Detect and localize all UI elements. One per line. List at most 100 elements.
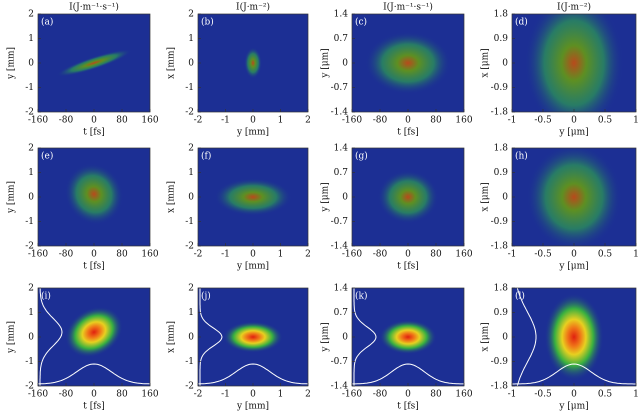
y-tick-label: -1 [185,83,194,93]
panel-label: (h) [515,151,528,162]
x-tick-label: -1 [508,250,517,260]
y-tick-label: -1.4 [331,108,349,118]
intensity-blob [377,170,439,224]
x-tick-label: 160 [455,390,472,400]
intensity-blob [214,178,292,216]
x-tick-label: -160 [342,250,362,260]
profile-curve [39,288,63,386]
intensity-blob [56,49,132,77]
y-tick-label: 2 [28,10,34,20]
y-axis-label: y [μm] [321,182,331,212]
x-tick-label: -80 [59,390,74,400]
panel: -160 -80 0 80 160 -1.4 -0.7 0 0.7 1.4 t [fs] y [μm]… [321,144,473,272]
x-axis-label: y [mm] [236,128,269,138]
y-axis-label: x [mm] [167,47,177,79]
x-tick-label: 0 [91,250,97,260]
x-tick-label: 160 [141,116,158,126]
x-axis-label: y [μm] [558,402,588,412]
profile-curve [199,288,223,386]
panel-label: (a) [41,17,53,28]
x-tick-label: -1 [221,390,230,400]
panel-label: (e) [41,151,53,162]
x-axis-label: t [fs] [397,128,418,138]
y-axis-label: x [μm] [481,182,491,211]
intensity-blob [65,306,123,358]
y-tick-label: 0 [28,333,34,343]
x-tick-label: 160 [141,390,158,400]
x-tick-label: 0 [571,250,577,260]
x-tick-label: 1 [278,390,284,400]
x-tick-label: 0 [91,390,97,400]
y-tick-label: -1 [185,357,194,367]
y-tick-label: 2 [28,144,34,154]
y-axis-label: x [mm] [167,181,177,213]
profile-curve [353,288,377,386]
x-tick-label: -1 [508,116,517,126]
x-axis-label: t [fs] [397,262,418,272]
x-tick-label: 80 [116,250,128,260]
y-tick-label: -0.7 [331,83,349,93]
panel: -1 -0.5 0 0.5 1 -1.8 -0.9 0 0.9 1.8 y [μm] x [μm] (d… [481,2,639,138]
x-tick-label: 2 [305,116,311,126]
x-axis-label: y [μm] [558,262,588,272]
column-title: I(J·m⁻²) [236,2,270,13]
x-tick-label: 0 [250,116,256,126]
y-tick-label: -1.8 [491,382,509,392]
y-tick-label: 0 [342,59,348,69]
y-tick-label: -2 [185,382,194,392]
column-title: I(J·m⁻²) [557,2,591,13]
x-axis-label: t [fs] [83,128,104,138]
x-tick-label: 1 [278,250,284,260]
panel: -2 -1 0 1 2 -2 -1 0 1 2 y [mm] x [mm] (j) [167,284,311,412]
y-axis-label: x [μm] [481,48,491,77]
x-tick-label: 0 [571,390,577,400]
panel: -160 -80 0 80 160 -1.4 -0.7 0 0.7 1.4 t [fs] y [μm]… [321,284,473,412]
x-tick-label: 0 [405,390,411,400]
panel-label: (c) [355,17,367,28]
x-tick-label: 0 [571,116,577,126]
y-tick-label: -0.9 [491,83,509,93]
x-tick-label: 0 [91,116,97,126]
y-tick-label: -0.9 [491,217,509,227]
x-tick-label: -2 [194,116,203,126]
x-tick-label: -80 [59,116,74,126]
y-tick-label: -2 [25,382,34,392]
y-tick-label: -0.7 [331,217,349,227]
y-axis-label: x [μm] [481,322,491,351]
panel-label: (g) [355,151,368,162]
profile-curve [516,288,537,386]
intensity-blob [379,319,437,355]
y-axis-label: y [mm] [7,321,17,354]
x-tick-label: -80 [59,250,74,260]
y-tick-label: -1 [25,357,34,367]
y-tick-label: -2 [25,108,34,118]
y-tick-label: 2 [188,10,194,20]
x-tick-label: 80 [430,390,442,400]
y-axis-label: y [μm] [321,322,331,352]
x-axis-label: y [mm] [236,262,269,272]
y-tick-label: 0 [28,193,34,203]
y-tick-label: -1 [185,217,194,227]
y-tick-label: 0 [188,193,194,203]
y-tick-label: 0 [342,333,348,343]
panel: -2 -1 0 1 2 -2 -1 0 1 2 y [mm] x [mm] (b) I(J·m⁻²) [167,2,311,138]
y-tick-label: -1.4 [331,242,349,252]
panel-label: (i) [41,291,51,302]
intensity-blob [64,163,124,225]
x-tick-label: 80 [116,116,128,126]
y-tick-label: 1.8 [494,10,509,20]
panel-label: (b) [201,17,214,28]
y-tick-label: -1.4 [331,382,349,392]
y-tick-label: -0.7 [331,357,349,367]
panel: -1 -0.5 0 0.5 1 -1.8 -0.9 0 0.9 1.8 y [μm] x [μm] (l… [481,284,639,412]
y-tick-label: 1 [188,34,194,44]
x-tick-label: 0.5 [598,390,613,400]
x-axis-label: y [mm] [236,402,269,412]
y-tick-label: 0 [188,59,194,69]
panel: -160 -80 0 80 160 -2 -1 0 1 2 t [fs] y [mm] (e) [7,144,159,272]
panel-label: (j) [201,291,211,302]
x-tick-label: 2 [305,250,311,260]
y-tick-label: -1 [25,83,34,93]
intensity-blob [223,321,283,353]
panel-label: (f) [201,151,211,162]
